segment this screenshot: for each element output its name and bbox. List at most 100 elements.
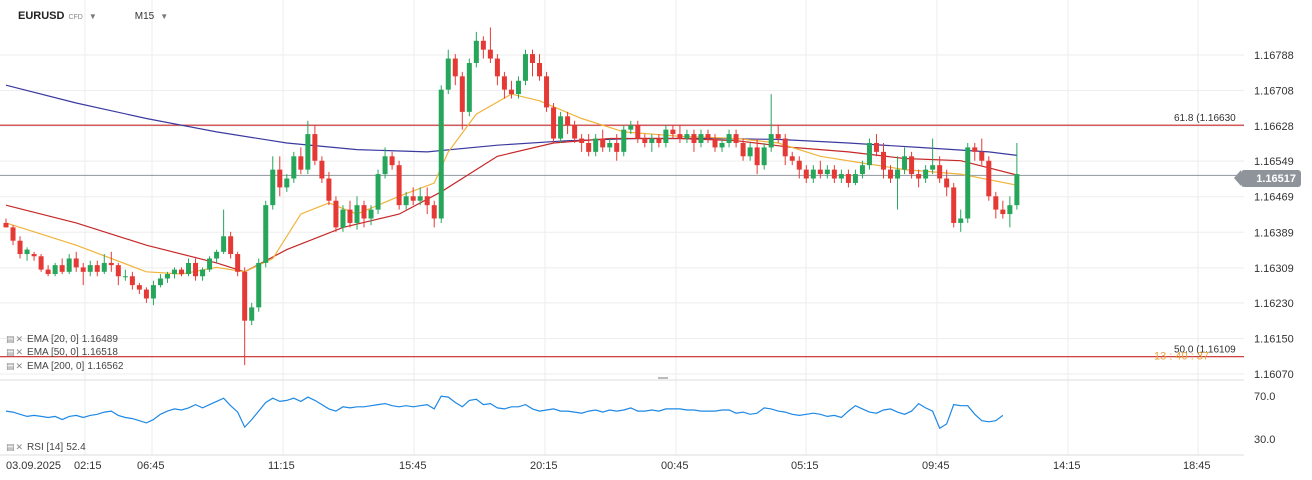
candle [389,151,395,170]
indicator-settings-icon[interactable]: ▤✕ [6,334,25,344]
instrument-type-label: CFD [68,13,83,21]
legend-rsi-label: RSI [14] [27,442,64,453]
candle [242,267,248,366]
pane-resize-handle[interactable] [658,377,668,379]
candle [530,49,535,77]
candle [66,254,72,275]
candle [670,125,676,139]
candle [207,256,213,272]
candle-body [143,289,149,299]
candle-body [17,240,23,255]
candle [108,251,114,272]
candle-body [87,265,93,272]
candle [45,265,51,277]
candle-body [761,147,767,166]
x-tick-label: 05:15 [791,460,819,472]
indicator-settings-icon[interactable]: ▤✕ [6,347,25,357]
candle [263,200,269,268]
ema50-line [5,137,1018,273]
candle [150,280,156,306]
candle [1014,142,1020,210]
candle-body [515,80,521,95]
candle-body [340,209,346,228]
candle [494,54,500,86]
candle [986,156,992,201]
candle-body [424,196,430,206]
candle [628,120,634,135]
candle [445,49,451,95]
candle-body [705,134,711,139]
candle [17,236,23,259]
candle-body [207,258,213,270]
candle-body [101,262,107,272]
symbol-dropdown-icon[interactable]: ▼ [88,11,97,21]
candle [866,138,872,170]
candle [768,94,774,152]
candle [312,125,318,166]
chart-header: EURUSD CFD ▼ M15 ▼ [18,10,168,22]
candle-body [649,138,655,143]
x-tick-label: 11:15 [268,460,295,472]
candle-body [551,107,557,139]
candle-body [544,76,550,108]
candle [396,160,402,210]
candle-body [838,174,844,179]
candle [291,151,297,183]
candle [845,169,851,188]
candle-body [824,169,830,175]
candle-body [108,262,114,266]
candle [361,200,367,228]
candle [831,165,837,183]
candle-body [73,258,79,268]
candle-body [621,129,627,152]
candle-body [164,274,170,279]
candle-body [698,134,704,143]
candle-body [410,196,416,201]
candle-body [530,54,535,63]
candle [94,260,100,277]
candle [319,156,325,183]
indicator-settings-icon[interactable]: ▤✕ [6,361,25,371]
candle-body [677,134,683,139]
candle-body [487,49,493,59]
candle [881,142,886,179]
candle [101,254,107,275]
candle-body [852,174,858,183]
candle [256,258,262,312]
legend-ema20-label: EMA [20, 0] [27,334,79,345]
candle-body [38,256,44,270]
candle [740,138,746,161]
candle [403,191,409,210]
timeframe-label[interactable]: M15 [134,10,155,22]
legend-ema50: ▤✕ EMA [50, 0] 1.16518 [6,347,118,358]
candle [143,287,149,303]
candle [824,165,830,179]
x-tick-label: 09:45 [922,460,950,472]
legend-ema200-label: EMA [200, 0] [27,361,85,372]
candle [1000,200,1006,219]
candle-body [150,285,156,299]
candle-body [256,262,262,308]
candle [80,262,86,286]
y-tick-label: 1.16708 [1254,86,1294,98]
candle [923,165,929,183]
timeframe-dropdown-icon[interactable]: ▼ [160,11,169,21]
candle-body [663,129,669,143]
candle [136,282,142,295]
candle [817,160,823,179]
candle-body [635,125,641,139]
candle-body [249,307,255,321]
candle-body [600,138,606,148]
candle [951,182,957,228]
candle [930,138,936,175]
indicator-settings-icon[interactable]: ▤✕ [6,442,25,452]
candle [677,125,683,143]
ema20-line [5,93,1018,275]
candle [186,258,192,277]
candle-body [214,251,220,259]
candle-body [459,76,465,112]
candle [347,200,353,228]
candle [551,102,557,143]
symbol-label[interactable]: EURUSD [18,10,65,22]
